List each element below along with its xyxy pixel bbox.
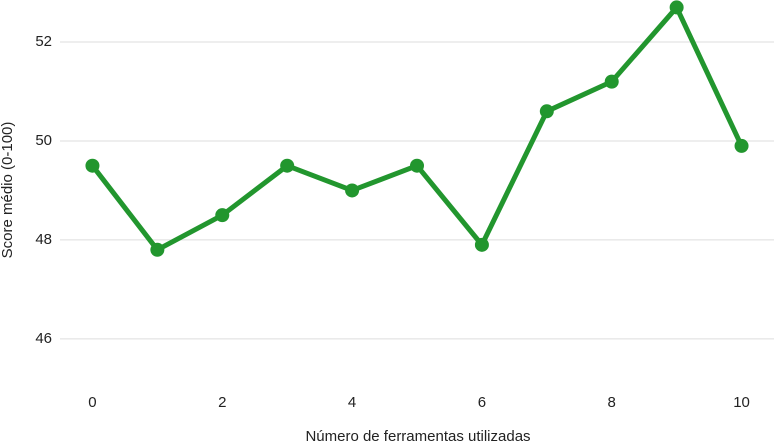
y-tick-label: 48 [35, 231, 52, 248]
point [604, 74, 619, 89]
y-tick-label: 52 [35, 33, 52, 50]
point [539, 104, 554, 119]
x-tick-label: 4 [348, 394, 356, 411]
point [215, 208, 230, 223]
point [345, 183, 360, 198]
y-axis-title: Score médio (0-100) [0, 122, 16, 259]
point [669, 0, 684, 15]
line [90, 4, 744, 253]
x-axis-title: Número de ferramentas utilizadas [305, 428, 530, 442]
x-tick-label: 10 [733, 394, 750, 411]
point [410, 158, 424, 173]
y-tick-label: 50 [35, 132, 52, 149]
y-tick-label: 46 [35, 330, 52, 347]
point [474, 237, 489, 252]
point [734, 138, 749, 153]
point [85, 158, 100, 173]
x-tick-label: 0 [88, 394, 96, 411]
x-tick-label: 6 [478, 394, 486, 411]
x-tick-label: 2 [218, 394, 226, 411]
point [280, 158, 295, 173]
point [150, 242, 165, 257]
x-tick-label: 8 [608, 394, 616, 411]
